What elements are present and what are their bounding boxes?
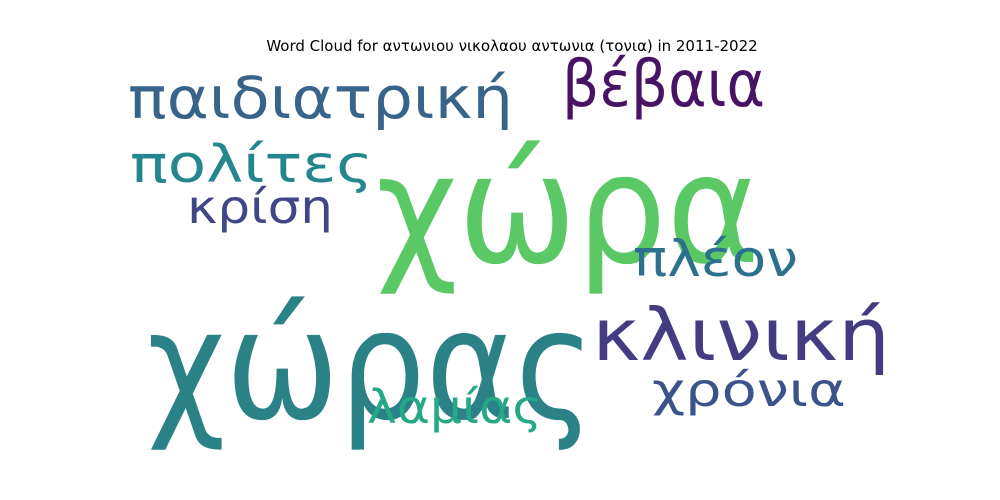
word-4: βέβαια [562, 48, 765, 122]
word-9: κρίση [187, 180, 333, 234]
word-5: κλινική [592, 293, 890, 377]
word-6: πολίτες [130, 135, 373, 195]
word-2: χώρας [147, 277, 595, 454]
word-3: παιδιατρική [128, 64, 513, 132]
word-7: πλέον [633, 230, 798, 288]
chart-title: Word Cloud for αντωνιου νικολαου αντωνια… [266, 37, 758, 55]
word-8: χρόνια [652, 363, 846, 417]
word-10: λαμίας [367, 380, 542, 434]
word-1: χώρα [376, 121, 760, 298]
